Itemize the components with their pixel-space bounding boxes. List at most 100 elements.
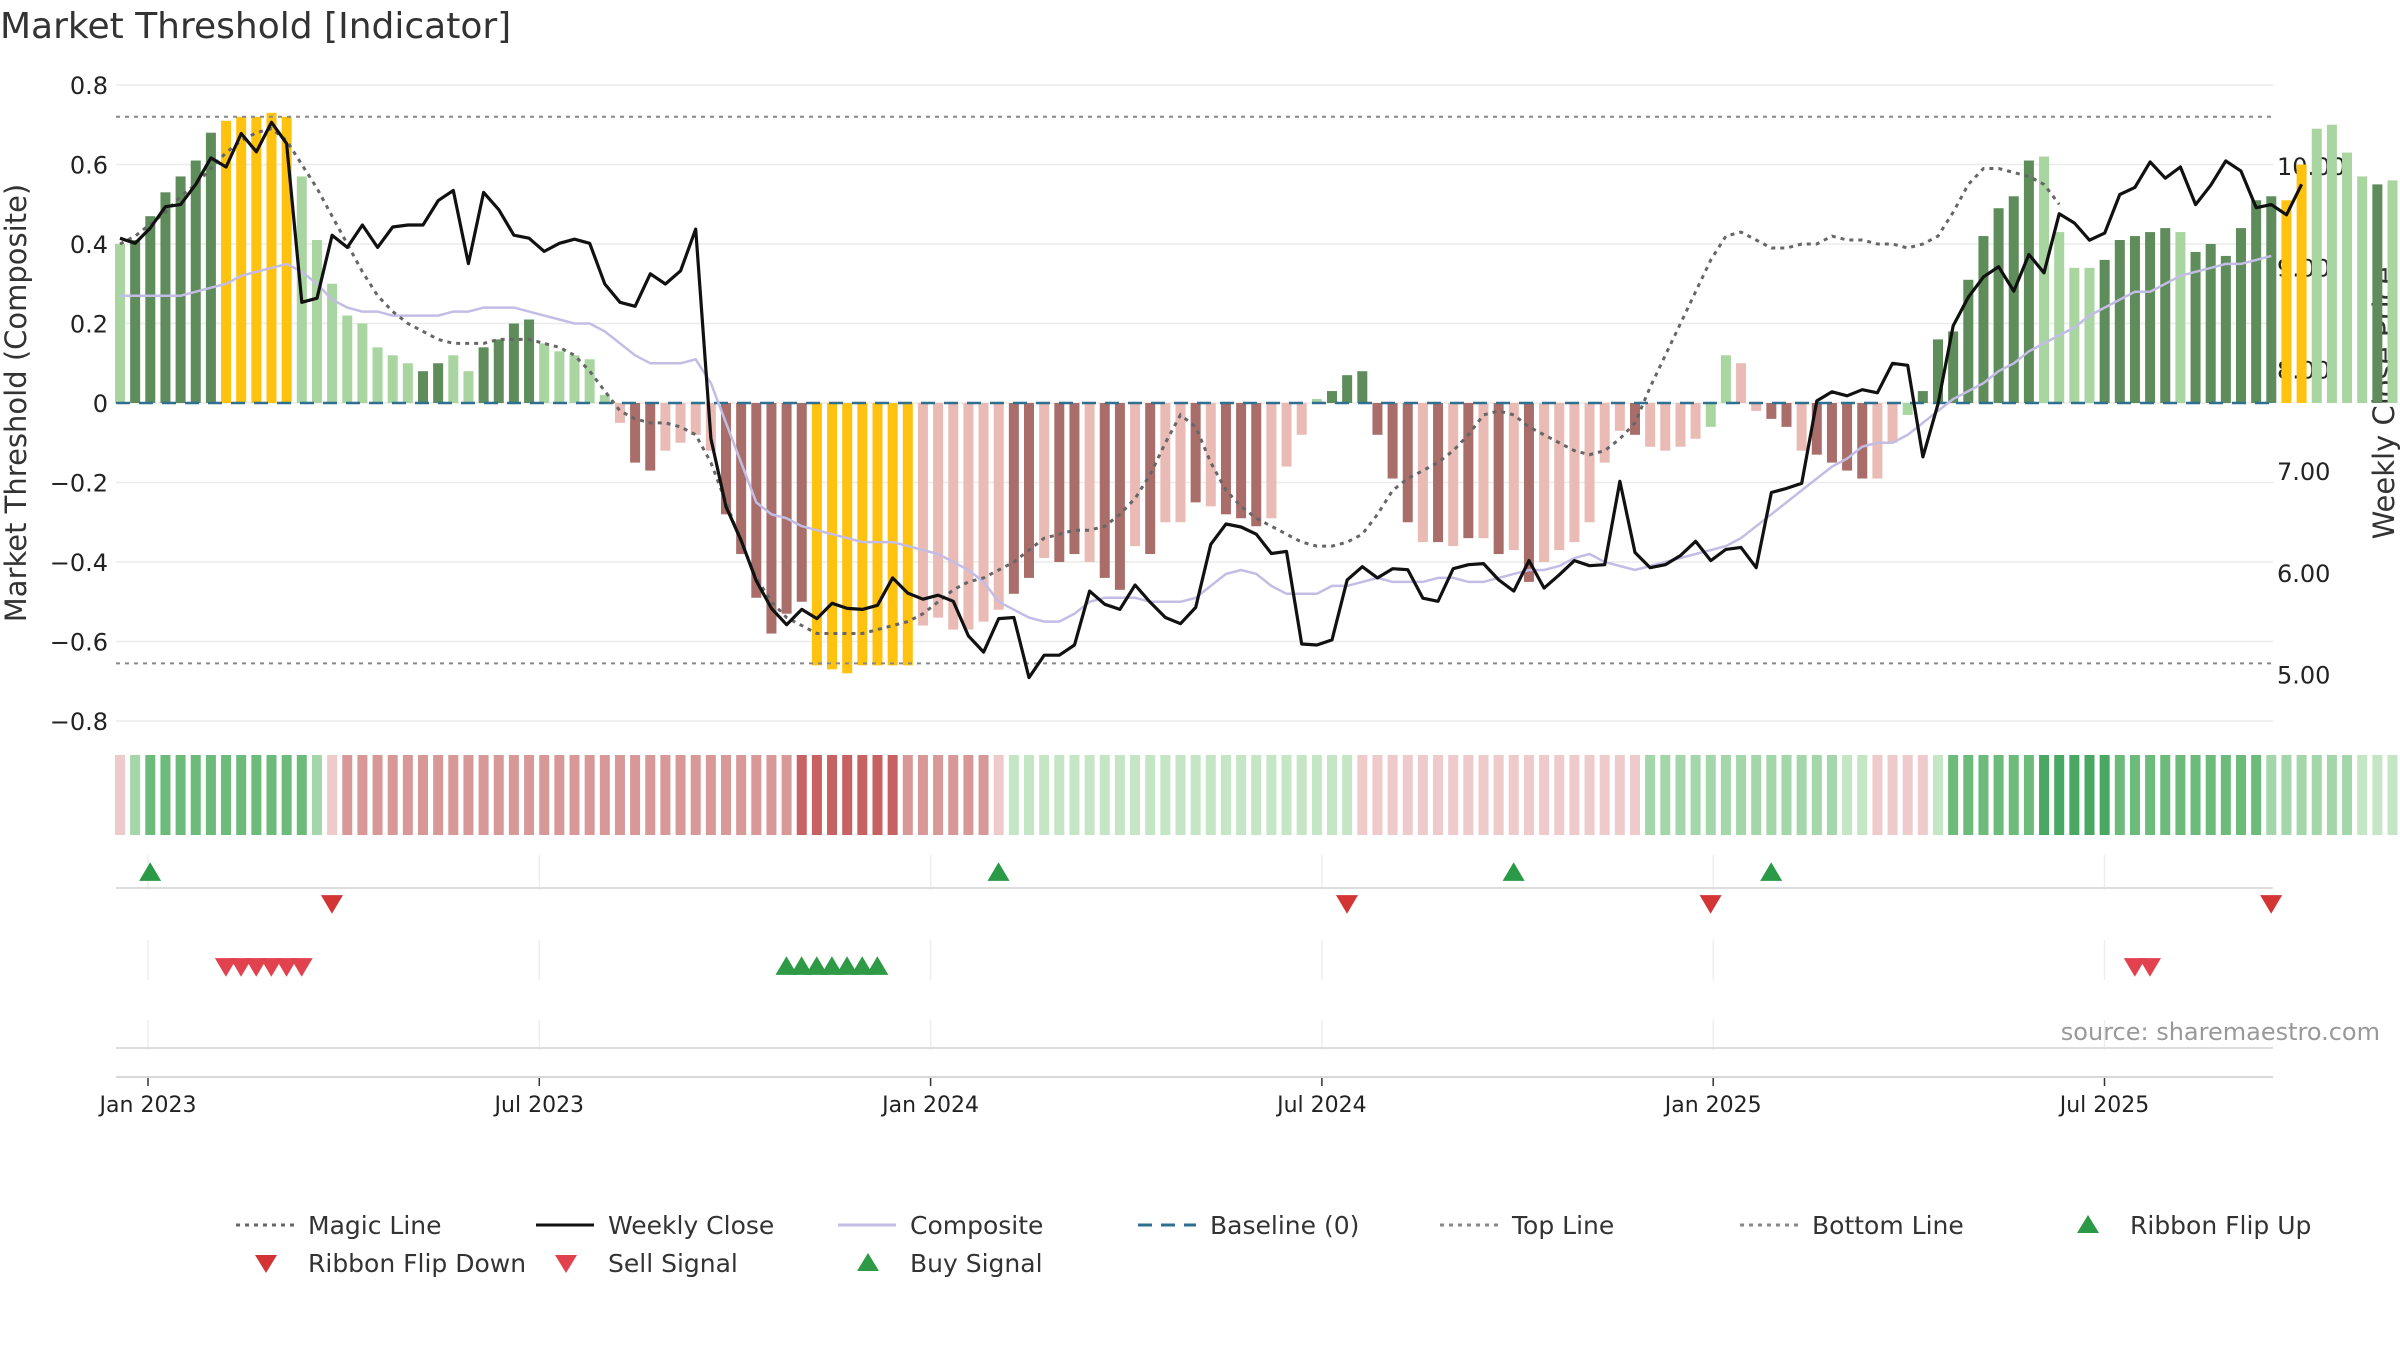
ribbon-cell (1902, 755, 1913, 835)
threshold-bar (872, 403, 883, 666)
ribbon-cell (357, 755, 368, 835)
threshold-bar (1417, 403, 1428, 543)
sell-signal-marker (260, 958, 283, 977)
legend: Magic Line Weekly Close Composite Baseline … (236, 1211, 2311, 1278)
ribbon-cell (1736, 755, 1747, 835)
y-tick-label: 0.2 (70, 311, 108, 339)
threshold-bar (1190, 403, 1201, 503)
ribbon-cell (993, 755, 1004, 835)
ribbon-strip (115, 755, 2398, 835)
y-axis-label: Market Threshold (Composite) (0, 184, 33, 622)
threshold-bar (1887, 403, 1898, 443)
ribbon-cell (857, 755, 868, 835)
threshold-bar (2357, 176, 2368, 403)
threshold-bar (569, 355, 580, 403)
ribbon-cell (645, 755, 656, 835)
ribbon-cell (842, 755, 853, 835)
threshold-bar (1630, 403, 1640, 435)
threshold-bar (1236, 403, 1247, 519)
ribbon-cell (1705, 755, 1716, 835)
gridlines (116, 84, 2273, 1050)
sell-signal-marker (275, 958, 298, 977)
ribbon-cell (1630, 755, 1640, 835)
ribbon-cell (296, 755, 307, 835)
ribbon-cell (1675, 755, 1686, 835)
threshold-bar (2372, 184, 2383, 403)
threshold-bar (205, 132, 216, 403)
ribbon-cell (493, 755, 504, 835)
threshold-bar (1736, 363, 1747, 403)
ribbon-cell (781, 755, 792, 835)
ribbon-cell (1448, 755, 1459, 835)
threshold-bar (1069, 403, 1080, 555)
ribbon-cell (887, 755, 898, 835)
ribbon-cell (736, 755, 747, 835)
ribbon-cell (236, 755, 247, 835)
sell-signal-marker (2138, 958, 2161, 977)
threshold-bar (1357, 371, 1368, 403)
ribbon-cell (372, 755, 383, 835)
ribbon-cell (418, 755, 428, 835)
threshold-bar (2387, 180, 2398, 403)
ribbon-cell (433, 755, 444, 835)
threshold-bar (796, 403, 807, 602)
ribbon-cell (2281, 755, 2292, 835)
ribbon-cell (1220, 755, 1231, 835)
chart-title: Market Threshold [Indicator] (0, 6, 511, 47)
threshold-bar (1402, 403, 1413, 523)
y-tick-label: −0.2 (50, 470, 108, 498)
threshold-bar (115, 244, 125, 403)
y-tick-label: 0.6 (70, 152, 108, 180)
ribbon-cell (827, 755, 838, 835)
ribbon-cell (1599, 755, 1610, 835)
threshold-bar (2205, 244, 2216, 403)
threshold-bar (1130, 403, 1141, 547)
ribbon-cell (1236, 755, 1247, 835)
threshold-bar (281, 116, 292, 404)
ribbon-cell (463, 755, 474, 835)
legend-label: Top Line (1511, 1211, 1614, 1240)
buy-signal-marker (775, 956, 798, 975)
threshold-bar (478, 347, 489, 403)
ribbon-cell (2190, 755, 2201, 835)
threshold-bar (372, 347, 383, 403)
legend-label: Bottom Line (1812, 1211, 1964, 1240)
threshold-bar (175, 176, 186, 403)
threshold-bar (266, 112, 277, 403)
ribbon-cell (948, 755, 959, 835)
threshold-bar (1539, 403, 1550, 562)
ribbon-cell (2145, 755, 2156, 835)
threshold-bar (2296, 164, 2307, 403)
series-lines (119, 120, 2304, 680)
threshold-bar (1963, 279, 1974, 403)
ribbon-cell (1008, 755, 1019, 835)
threshold-bar (1645, 403, 1656, 447)
ribbon-cell (1342, 755, 1353, 835)
ribbon-cell (630, 755, 641, 835)
ribbon-cell (614, 755, 625, 835)
threshold-bar (387, 355, 398, 403)
ribbon-cell (1584, 755, 1595, 835)
ribbon-flip-up-marker (1760, 862, 1783, 881)
threshold-bar (766, 403, 777, 634)
threshold-bar (1720, 355, 1731, 403)
ribbon-cell (205, 755, 216, 835)
ribbon-cell (2342, 755, 2353, 835)
ribbon-cell (2069, 755, 2080, 835)
ribbon-cell (1539, 755, 1550, 835)
x-tick-label: Jan 2023 (98, 1093, 197, 1118)
y-ticks: 0.8 0.6 0.4 0.2 0 −0.2 −0.4 −0.6 −0.8 (50, 72, 108, 736)
ribbon-cell (1523, 755, 1534, 835)
ribbon-cell (1130, 755, 1141, 835)
threshold-bar (2099, 259, 2110, 403)
legend-label: Ribbon Flip Down (308, 1249, 526, 1278)
ribbon-cell (2175, 755, 2186, 835)
ribbon-cell (599, 755, 610, 835)
threshold-bar (2145, 232, 2156, 403)
sell-signal-marker (214, 958, 237, 977)
threshold-bar (402, 363, 413, 403)
ribbon-cell (1311, 755, 1322, 835)
threshold-bar (1039, 403, 1050, 559)
threshold-bar (524, 319, 535, 403)
x-tick-label: Jan 2024 (880, 1093, 979, 1118)
